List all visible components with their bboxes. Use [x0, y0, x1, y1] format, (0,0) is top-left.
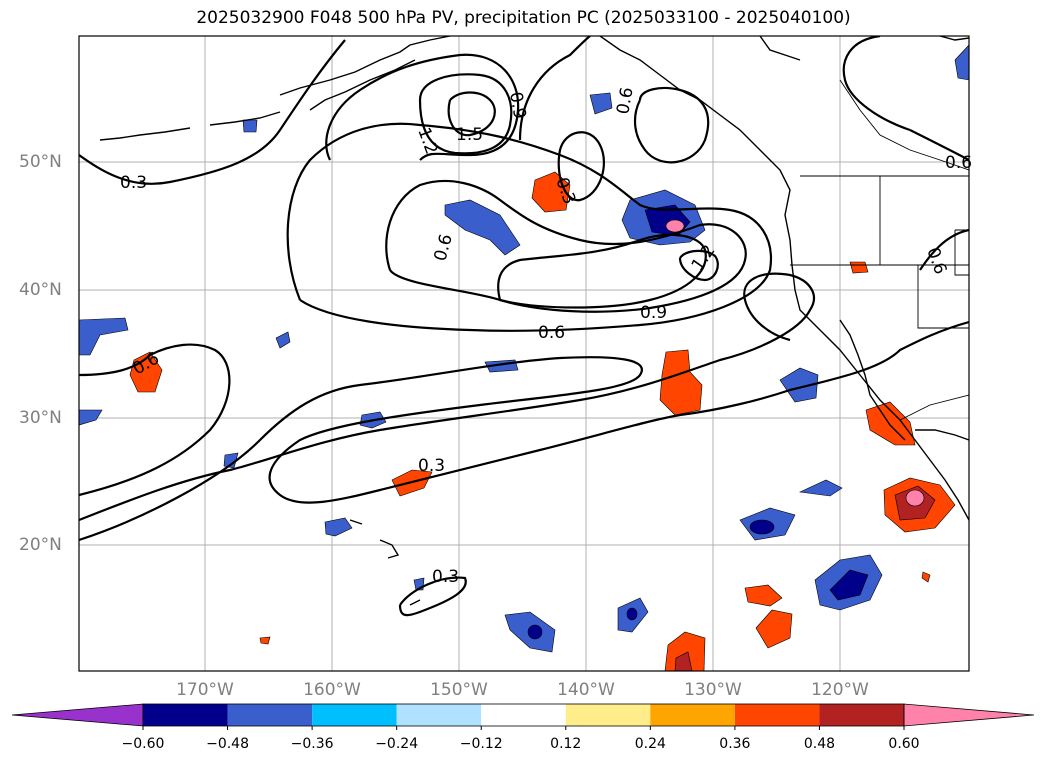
colorbar — [11, 703, 1035, 730]
contour-label: 1.5 — [456, 125, 483, 145]
colorbar-extend-high — [903, 703, 1035, 727]
colorbar-segment — [143, 704, 228, 726]
colorbar-segment — [565, 704, 651, 726]
colorbar-segment — [227, 704, 313, 726]
colorbar-segment — [312, 704, 397, 726]
lat-label-30n: 30°N — [19, 408, 62, 428]
contour-label: 0.3 — [120, 173, 147, 193]
colorbar-tick-label: 0.60 — [888, 736, 920, 752]
colorbar-tick-label: 0.48 — [803, 736, 836, 752]
contour-label: 0.9 — [505, 90, 529, 120]
contour-label: 0.9 — [640, 303, 667, 323]
colorbar-segment — [819, 704, 904, 726]
lon-label-160w: 160°W — [303, 680, 361, 700]
lat-label-50n: 50°N — [19, 152, 62, 172]
map-background — [79, 36, 969, 671]
contour-label: 0.6 — [538, 323, 565, 343]
lon-label-170w: 170°W — [176, 680, 234, 700]
colorbar-tick-label: −0.24 — [375, 736, 419, 752]
colorbar-segment — [481, 704, 566, 726]
pv-contours — [79, 36, 969, 617]
colorbar-extend-low — [11, 703, 144, 727]
colorbar-segment — [650, 704, 735, 726]
colorbar-tick-label: −0.36 — [290, 736, 334, 752]
colorbar-tick-label: 0.24 — [634, 736, 666, 752]
colorbar-tick-label: −0.48 — [206, 736, 249, 752]
lon-label-150w: 150°W — [430, 680, 488, 700]
colorbar-segment — [396, 704, 482, 726]
figure-title: 2025032900 F048 500 hPa PV, precipitatio… — [196, 8, 851, 28]
lon-label-120w: 120°W — [811, 680, 869, 700]
lon-label-130w: 130°W — [684, 680, 742, 700]
colorbar-tick-label: 0.36 — [719, 736, 751, 752]
contour-label: 0.3 — [418, 456, 445, 476]
lon-label-140w: 140°W — [557, 680, 615, 700]
colorbar-tick-label: −0.12 — [459, 736, 503, 752]
political-borders — [790, 79, 969, 421]
lat-label-40n: 40°N — [19, 280, 62, 300]
contour-label: 0.6 — [613, 86, 637, 116]
colorbar-frame — [142, 703, 905, 727]
contour-label: 0.6 — [945, 153, 972, 173]
lat-label-20n: 20°N — [19, 535, 62, 555]
precip-orange-blobs — [129, 171, 956, 671]
contour-label: 0.3 — [432, 567, 459, 587]
colorbar-segment — [734, 704, 820, 726]
colorbar-tick-label: −0.60 — [121, 736, 165, 752]
map-frame — [78, 35, 970, 672]
colorbar-tick-label: 0.12 — [550, 736, 582, 752]
gridlines — [79, 36, 969, 671]
